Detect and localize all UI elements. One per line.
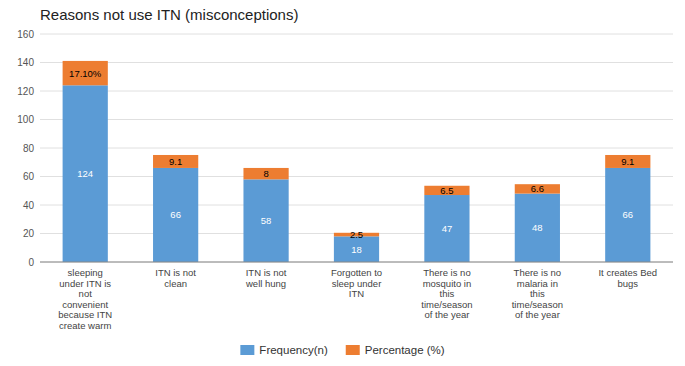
bar	[605, 155, 650, 168]
x-tick-label: ITN is notclean	[155, 267, 196, 289]
y-tick-label: 0	[28, 257, 34, 268]
x-tick-line: well hung	[245, 278, 286, 289]
y-tick-label: 40	[23, 200, 35, 211]
data-label: 9.1	[169, 156, 182, 167]
x-tick-line: convenient	[62, 299, 108, 310]
bar	[424, 186, 469, 195]
data-label: 8	[263, 168, 268, 179]
grid-line	[40, 262, 673, 263]
x-tick-line: There is no	[514, 267, 562, 278]
data-label: 66	[170, 209, 181, 220]
bar	[153, 155, 198, 168]
grid-line	[40, 119, 673, 120]
x-tick-line: ITN is not	[246, 267, 287, 278]
x-tick-line: bugs	[617, 278, 638, 289]
x-tick-line: this	[440, 288, 455, 299]
data-label: 47	[442, 223, 453, 234]
x-axis-line	[40, 262, 673, 263]
y-tick-label: 160	[17, 29, 34, 40]
legend-label: Percentage (%)	[365, 344, 445, 356]
x-tick-line: time/season	[421, 299, 472, 310]
x-tick-line: time/season	[512, 299, 563, 310]
x-tick-line: It creates Bed	[598, 267, 657, 278]
y-tick-label: 60	[23, 171, 35, 182]
x-tick-line: Forgotten to	[331, 267, 382, 278]
data-label: 48	[532, 222, 543, 233]
y-tick-label: 80	[23, 143, 35, 154]
x-tick-line: mosquito in	[423, 278, 472, 289]
grid-line	[40, 91, 673, 92]
bar	[63, 61, 108, 85]
data-label: 17.10%	[69, 68, 102, 79]
x-tick-line: There is no	[423, 267, 471, 278]
x-tick-line: not	[79, 288, 93, 299]
bar	[243, 179, 288, 262]
title: Reasons not use ITN (misconceptions)	[40, 6, 298, 23]
x-tick-line: of the year	[424, 309, 469, 320]
x-tick-label: It creates Bedbugs	[598, 267, 657, 289]
data-label: 6.6	[531, 183, 544, 194]
x-tick-line: clean	[164, 278, 187, 289]
x-tick-label: ITN is notwell hung	[245, 267, 287, 289]
bar	[153, 168, 198, 262]
bar	[515, 184, 560, 193]
bar	[243, 168, 288, 179]
bar	[424, 195, 469, 262]
y-axis: 0 20 40 60 80 100 120 140 160	[17, 29, 673, 268]
bar	[515, 194, 560, 262]
data-label: 58	[261, 215, 272, 226]
bar	[605, 168, 650, 262]
grid-line	[40, 148, 673, 149]
data-label: 9.1	[621, 156, 634, 167]
x-tick-line: malaria in	[517, 278, 558, 289]
data-label: 18	[351, 244, 362, 255]
x-tick-line: sleeping	[68, 267, 103, 278]
legend-label: Frequency(n)	[259, 344, 328, 356]
y-tick-label: 100	[17, 114, 34, 125]
y-tick-label: 20	[23, 228, 35, 239]
x-axis: sleepingunder ITN isnotconvenientbecause…	[58, 267, 657, 331]
x-tick-line: ITN	[349, 288, 364, 299]
x-tick-line: because ITN	[58, 309, 112, 320]
x-tick-line: ITN is not	[155, 267, 196, 278]
legend-swatch	[346, 345, 360, 355]
legend: Frequency(n) Percentage (%)	[240, 344, 444, 356]
data-label: 66	[622, 209, 633, 220]
y-tick-label: 140	[17, 57, 34, 68]
legend-swatch	[240, 345, 254, 355]
grid-line	[40, 62, 673, 63]
grid-line	[40, 176, 673, 177]
x-tick-label: Forgotten tosleep underITN	[331, 267, 382, 299]
grid-line	[40, 34, 673, 35]
x-tick-label: There is nomalaria inthistime/seasonof t…	[512, 267, 563, 320]
y-tick-label: 120	[17, 86, 34, 97]
x-tick-line: under ITN is	[59, 278, 111, 289]
bar	[334, 236, 379, 262]
data-labels: 124 66 58 18 47 48 66 17.10% 9.1 8 2.5 6.5 6.6 9.1	[69, 68, 634, 255]
grid-line	[40, 205, 673, 206]
chart: Reasons not use ITN (misconceptions) 0 20 4…	[0, 0, 685, 366]
x-tick-line: of the year	[515, 309, 560, 320]
data-label: 6.5	[440, 185, 453, 196]
data-label: 124	[77, 168, 93, 179]
x-tick-label: sleepingunder ITN isnotconvenientbecause…	[58, 267, 112, 331]
x-tick-label: There is nomosquito inthistime/seasonof …	[421, 267, 472, 320]
x-tick-line: create warm	[59, 320, 111, 331]
x-tick-line: this	[530, 288, 545, 299]
data-label: 2.5	[350, 229, 363, 240]
bars	[63, 61, 651, 262]
bar	[63, 85, 108, 262]
x-tick-line: sleep under	[332, 278, 382, 289]
